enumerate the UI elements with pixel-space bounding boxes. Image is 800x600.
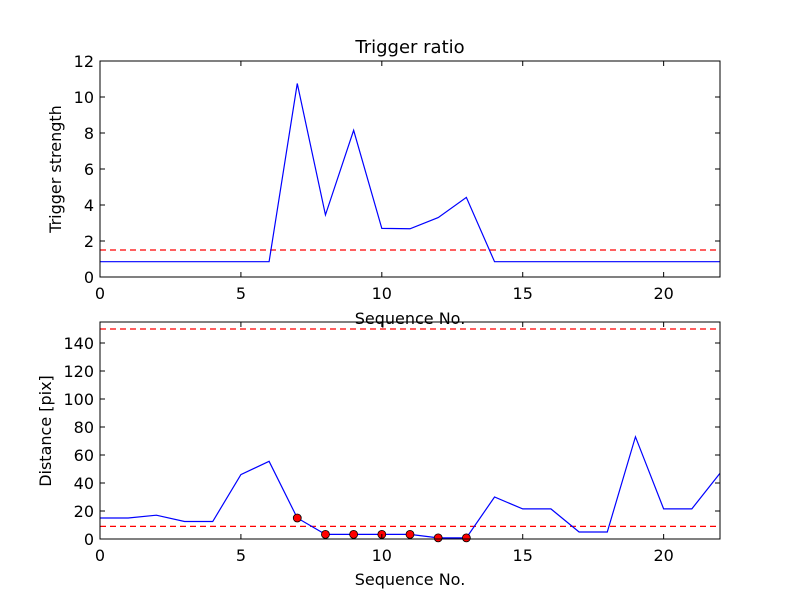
trigger-ratio-plot-area: 0 5 10 15 20 0 2 4 6 8 10 12 [74,52,721,303]
y-tick-label: 4 [84,196,94,215]
data-point [405,529,415,539]
y-tick-label: 140 [63,334,94,353]
chart-title: Trigger ratio [354,37,464,58]
x-tick-label: 10 [372,284,392,303]
x-axis-label: Sequence No. [355,570,466,589]
x-tick-label: 0 [95,284,105,303]
x-tick-label: 20 [653,284,673,303]
y-tick-label: 60 [74,446,94,465]
y-tick-label: 0 [84,530,94,549]
y-tick-label: 80 [74,418,94,437]
x-tick-label: 15 [513,546,533,565]
x-tick-label: 15 [513,284,533,303]
y-tick-label: 0 [84,268,94,287]
data-point [433,533,443,543]
y-tick-label: 6 [84,160,94,179]
axes-frame [99,321,721,540]
data-point [461,533,471,543]
data-point [292,513,302,523]
y-tick-label: 12 [74,52,94,71]
x-tick-label: 5 [236,284,246,303]
y-tick-label: 10 [74,88,94,107]
x-tick-label: 10 [372,546,392,565]
y-tick-label: 100 [63,390,94,409]
distance-plot-area: 0 5 10 15 20 0 20 40 60 80 100 120 140 [63,321,721,565]
x-tick-label: 5 [236,546,246,565]
x-axis-label: Sequence No. [355,309,466,328]
y-tick-label: 8 [84,124,94,143]
y-tick-label: 2 [84,232,94,251]
y-tick-label: 120 [63,362,94,381]
y-tick-label: 20 [74,502,94,521]
y-tick-label: 40 [74,474,94,493]
series-line [100,83,720,263]
data-point [349,529,359,539]
trigger-ratio-panel: Trigger ratio 0 5 10 15 20 0 2 4 6 8 10 12 Sequence… [46,37,721,328]
x-tick-label: 0 [95,546,105,565]
y-axis-label: Distance [pix] [36,375,55,487]
data-point [321,529,330,539]
y-axis-label: Trigger strength [46,105,65,234]
x-tick-label: 20 [653,546,673,565]
